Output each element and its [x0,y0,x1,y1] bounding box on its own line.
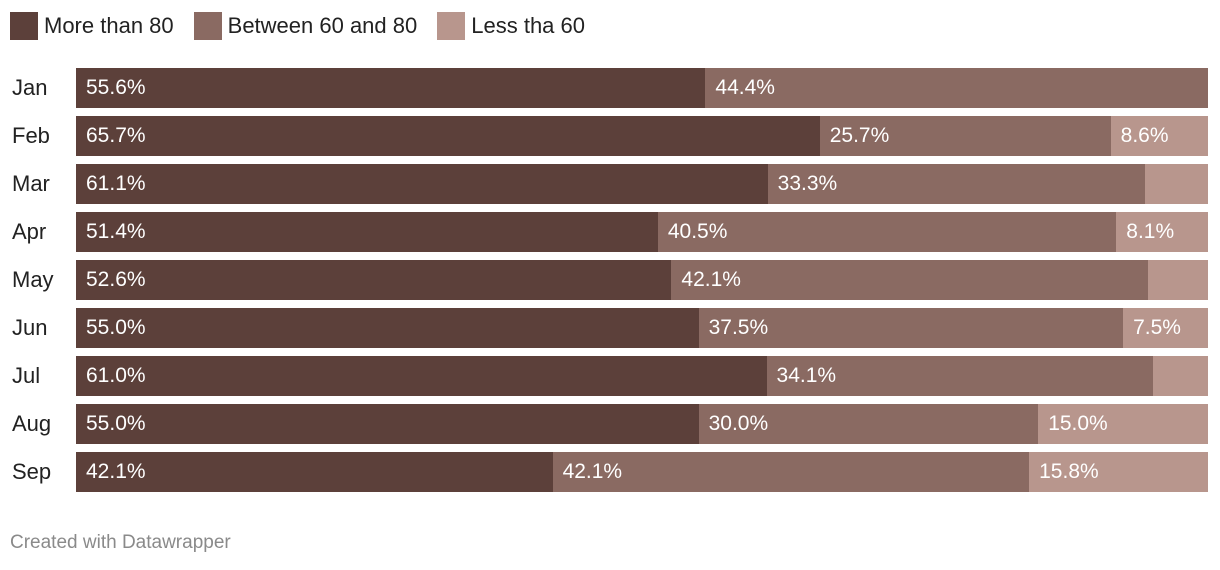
data-label: 55.6% [86,76,146,99]
data-label: 7.5% [1133,316,1181,339]
bar-segment: 42.1% [76,452,553,492]
data-label: 55.0% [86,316,146,339]
bar-segment: 65.7% [76,116,820,156]
bar-segment: 37.5% [698,308,1124,348]
bar-row: Jun 55.0% 37.5% 7.5% [0,308,1220,348]
bar-segment: 42.1% [552,452,1030,492]
bar-track: 55.6% 44.4% [76,68,1208,108]
bar-segment: 55.0% [76,404,699,444]
data-label: 25.7% [829,124,890,147]
legend-swatch [10,12,38,40]
bar-track: 55.0% 30.0% 15.0% [76,404,1208,444]
bar-row: May 52.6% 42.1% [0,260,1220,300]
legend-item: More than 80 [10,12,174,40]
data-label: 37.5% [708,316,769,339]
bar-track: 52.6% 42.1% [76,260,1208,300]
bar-row: Mar 61.1% 33.3% [0,164,1220,204]
category-label: Jan [12,75,48,100]
credit-text: Created with Datawrapper [10,532,231,553]
category-label: Apr [12,219,47,244]
bar-segment: 51.4% [76,212,658,252]
data-label: 42.1% [562,460,623,483]
bar-row: Aug 55.0% 30.0% 15.0% [0,404,1220,444]
bar-segment: 30.0% [698,404,1039,444]
bar-segment: 15.8% [1029,452,1208,492]
category-label: Aug [12,411,52,436]
category-label: Sep [12,459,52,484]
data-label: 55.0% [86,412,146,435]
data-label: 40.5% [667,220,728,243]
legend-swatch [193,12,222,40]
category-label: Jun [12,315,48,340]
bar-track: 65.7% 25.7% 8.6% [76,116,1208,156]
data-label: 33.3% [777,172,838,195]
category-label: May [12,267,54,292]
legend-item: Between 60 and 80 [193,12,418,40]
bar-track: 61.0% 34.1% [76,356,1208,396]
data-label: 42.1% [86,460,146,483]
bar-track: 51.4% 40.5% 8.1% [76,212,1208,252]
bar-segment: 61.0% [76,356,767,396]
data-label: 52.6% [86,268,146,291]
bar-track: 42.1% 42.1% 15.8% [76,452,1208,492]
bar-segment: 42.1% [671,260,1148,300]
data-label: 15.8% [1039,460,1099,483]
legend-swatch [437,12,466,40]
bar-track: 61.1% 33.3% [76,164,1208,204]
legend-label: Less tha 60 [471,13,585,38]
bar-segment: 8.1% [1116,212,1208,252]
data-label: 51.4% [86,220,146,243]
bar-row: Sep 42.1% 42.1% 15.8% [0,452,1220,492]
bar-segment: 40.5% [657,212,1117,252]
legend-label: More than 80 [44,13,174,38]
data-label: 44.4% [715,76,775,99]
bar-segment: 55.6% [76,68,706,108]
bar-segment: 44.4% [705,68,1208,108]
bar-row: Feb 65.7% 25.7% 8.6% [0,116,1220,156]
data-label: 65.7% [86,124,146,147]
bar-segment [1152,356,1208,396]
data-label: 8.6% [1120,124,1169,147]
category-label: Mar [12,171,50,196]
bar-segment [1147,260,1208,300]
bar-track: 55.0% 37.5% 7.5% [76,308,1208,348]
data-label: 34.1% [776,364,837,387]
bar-row: Jul 61.0% 34.1% [0,356,1220,396]
stacked-bar-chart: Jan 55.6% 44.4% Feb 65.7% 25.7% 8.6% Mar 61.1% 33… [0,68,1220,492]
chart-legend: More than 80 Between 60 and 80 Less tha 60 [10,10,605,42]
bar-segment: 55.0% [76,308,699,348]
legend-label: Between 60 and 80 [227,13,418,38]
bar-segment: 61.1% [76,164,768,204]
category-label: Jul [12,363,41,388]
data-label: 30.0% [708,412,769,435]
bar-row: Jan 55.6% 44.4% [0,68,1220,108]
data-label: 42.1% [681,268,741,291]
bar-segment: 8.6% [1110,116,1208,156]
data-label: 61.1% [86,172,146,195]
data-label: 61.0% [86,364,146,387]
bar-segment: 34.1% [766,356,1153,396]
bar-segment: 25.7% [819,116,1111,156]
bar-segment: 15.0% [1038,404,1208,444]
legend-item: Less tha 60 [437,12,585,40]
bar-segment: 7.5% [1123,308,1208,348]
bar-segment: 52.6% [76,260,672,300]
category-label: Feb [12,123,50,148]
data-label: 15.0% [1048,412,1108,435]
bar-segment [1144,164,1208,204]
data-label: 8.1% [1126,220,1175,243]
bar-row: Apr 51.4% 40.5% 8.1% [0,212,1220,252]
bar-segment: 33.3% [767,164,1145,204]
